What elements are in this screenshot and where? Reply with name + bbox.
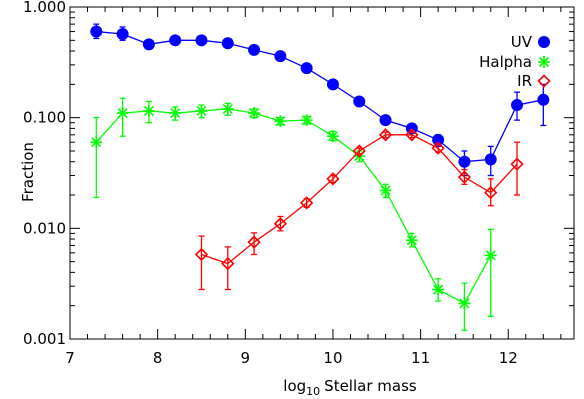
asterisk-stroke: [380, 185, 391, 196]
asterisk-stroke: [222, 103, 233, 114]
data-point-ir: [484, 186, 498, 200]
plot-area: [90, 23, 550, 331]
data-point-uv: [90, 25, 103, 38]
y-tick-label: 0.100: [23, 109, 66, 127]
data-point-ir: [457, 170, 472, 184]
asterisk-stroke: [459, 298, 470, 309]
data-point-uv: [537, 93, 550, 106]
data-point-uv: [221, 37, 234, 50]
asterisk-stroke: [170, 108, 181, 119]
axes: [69, 6, 575, 340]
data-point-ir: [405, 128, 419, 142]
plot-frame: [69, 6, 575, 340]
data-point-halpha: [432, 283, 445, 296]
x-tick-label: 9: [241, 349, 251, 367]
data-point-uv: [379, 114, 392, 127]
data-point-ir: [300, 196, 314, 210]
data-point-uv: [458, 155, 471, 168]
data-point-uv: [511, 99, 524, 112]
data-point-ir: [194, 247, 209, 262]
series-ir: [194, 128, 524, 291]
x-tick-label: 12: [499, 349, 518, 367]
tick-labels: 7 8 9 10 11 12 0.001 0.010 0.100 1.000: [23, 0, 518, 367]
data-point-uv: [484, 153, 497, 166]
legend-marker-ir: [537, 74, 551, 88]
data-point-uv: [116, 28, 129, 41]
x-axis-label-prefix: log: [283, 377, 306, 395]
x-tick-label: 8: [153, 349, 163, 367]
data-point-halpha: [326, 130, 339, 143]
x-axis-label-subscript: 10: [306, 385, 320, 398]
data-point-halpha: [379, 184, 392, 197]
data-point-halpha: [116, 107, 129, 120]
data-point-halpha: [90, 136, 103, 149]
data-point-ir: [247, 235, 261, 249]
series-halpha: [90, 97, 497, 331]
y-tick-label: 1.000: [23, 0, 66, 16]
data-point-ir: [326, 172, 340, 186]
data-point-uv: [353, 95, 366, 108]
series-line-uv: [96, 30, 544, 163]
data-point-uv: [169, 34, 182, 47]
x-tick-label: 11: [411, 349, 430, 367]
asterisk-stroke: [406, 235, 417, 246]
asterisk-stroke: [301, 115, 312, 126]
x-axis-label-text: Stellar mass: [324, 377, 417, 395]
legend-label-uv: UV: [511, 33, 533, 51]
data-point-ir: [431, 141, 445, 155]
data-point-uv: [432, 133, 445, 146]
data-point-halpha: [248, 107, 261, 120]
x-tick-label: 7: [65, 349, 75, 367]
data-point-uv: [274, 50, 287, 63]
data-point-ir: [221, 256, 235, 271]
x-tick-label: 10: [323, 349, 342, 367]
data-point-halpha: [458, 297, 471, 310]
asterisk-stroke: [196, 105, 207, 117]
asterisk-stroke: [485, 250, 496, 261]
data-point-ir: [510, 157, 524, 171]
x-axis-label: log10 Stellar mass: [283, 377, 417, 398]
data-point-uv: [326, 78, 339, 91]
data-point-uv: [248, 43, 261, 56]
series-uv: [90, 23, 550, 177]
data-point-ir: [378, 128, 393, 142]
asterisk-stroke: [91, 137, 102, 148]
legend-label-halpha: Halpha: [479, 53, 532, 71]
data-point-uv: [142, 38, 155, 51]
data-point-halpha: [274, 115, 287, 128]
data-point-halpha: [484, 249, 497, 262]
legend-marker-halpha: [538, 56, 550, 68]
asterisk-stroke: [143, 105, 154, 117]
legend-label-ir: IR: [517, 72, 532, 90]
legend-marker-uv: [538, 36, 550, 48]
asterisk-stroke: [433, 284, 444, 295]
data-point-uv: [195, 34, 208, 47]
data-point-halpha: [300, 114, 313, 127]
data-point-halpha: [169, 107, 182, 120]
data-point-uv: [300, 62, 313, 75]
data-point-halpha: [195, 104, 208, 117]
asterisk-stroke: [117, 108, 128, 119]
data-point-halpha: [405, 234, 418, 247]
y-tick-label: 0.010: [23, 219, 66, 237]
series-line-halpha: [95, 108, 492, 305]
data-point-ir: [273, 217, 287, 231]
asterisk-stroke: [249, 108, 260, 119]
data-point-halpha: [142, 104, 155, 117]
asterisk-stroke: [275, 116, 286, 127]
y-tick-label: 0.001: [23, 330, 66, 348]
y-axis-label: Fraction: [19, 142, 37, 202]
data-point-ir: [352, 144, 366, 158]
data-point-halpha: [221, 102, 234, 115]
asterisk-stroke: [327, 131, 339, 142]
asterisk-stroke: [538, 56, 550, 68]
